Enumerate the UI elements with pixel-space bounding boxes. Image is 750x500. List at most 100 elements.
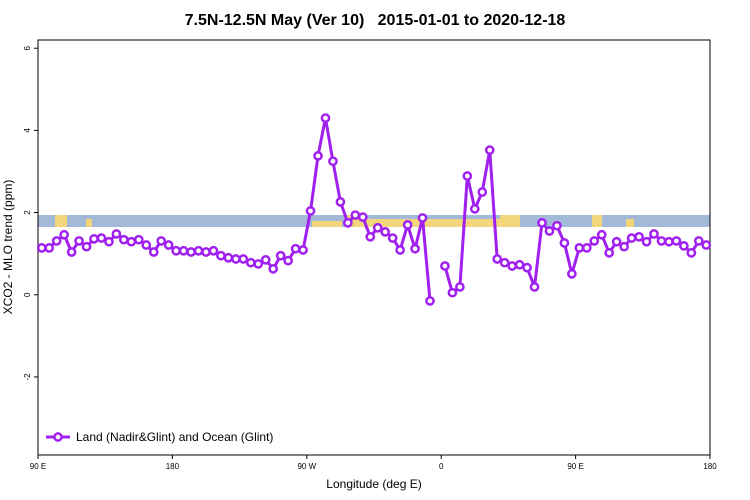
ocean-patch (360, 215, 500, 219)
data-point (245, 257, 256, 268)
data-point (36, 243, 47, 253)
data-point (671, 236, 682, 246)
data-point (380, 227, 391, 237)
data-point (119, 234, 129, 245)
y-axis-label: XCO2 - MLO trend (ppm) (1, 180, 15, 315)
data-point (611, 236, 622, 247)
data-point (589, 236, 600, 246)
data-point (104, 236, 114, 247)
data-point (231, 254, 241, 264)
data-point (305, 206, 316, 216)
data-point (507, 261, 517, 271)
data-point (574, 243, 585, 253)
data-point (365, 231, 376, 242)
y-tick-label: 4 (23, 128, 32, 133)
data-point (626, 233, 637, 243)
data-point (634, 231, 644, 242)
data-point (260, 254, 271, 265)
data-point (552, 220, 562, 231)
data-point (402, 220, 413, 230)
data-point (275, 250, 286, 261)
data-point (462, 171, 473, 181)
x-axis-label: Longitude (deg E) (326, 477, 421, 491)
land-patch (312, 221, 342, 227)
y-tick-label: -2 (23, 373, 32, 381)
land-patch (626, 219, 634, 227)
data-point (171, 245, 181, 256)
data-point (193, 245, 204, 256)
data-point (328, 156, 338, 167)
data-point (559, 238, 570, 248)
data-point (656, 236, 667, 246)
data-point (201, 247, 211, 257)
data-point (567, 268, 577, 279)
data-point (253, 259, 264, 269)
x-tick-label: 0 (439, 462, 444, 471)
data-point (596, 229, 607, 240)
data-point (693, 236, 704, 246)
data-point (604, 247, 615, 258)
data-point (350, 210, 361, 220)
data-point (59, 229, 69, 240)
data-point (44, 243, 55, 253)
data-point (649, 229, 659, 239)
data-point (343, 217, 353, 228)
data-point (89, 234, 99, 244)
data-point (372, 222, 383, 233)
data-point (290, 243, 301, 254)
data-point (96, 233, 107, 243)
land-patch (86, 219, 92, 227)
chart-title: 7.5N-12.5N May (Ver 10) 2015-01-01 to 20… (185, 12, 566, 29)
data-point (126, 236, 137, 247)
data-point (298, 245, 308, 255)
data-point (440, 261, 450, 271)
data-point (686, 247, 697, 258)
data-point (74, 236, 84, 246)
data-point (537, 217, 547, 228)
data-point (163, 240, 174, 250)
data-point (156, 236, 167, 246)
data-point (469, 204, 480, 214)
data-point (313, 151, 323, 161)
data-point (320, 113, 331, 123)
data-point (133, 234, 144, 245)
data-point (425, 296, 435, 306)
y-tick-label: 0 (23, 292, 32, 297)
y-tick-label: 6 (23, 45, 32, 50)
data-point (148, 247, 159, 257)
data-point (529, 282, 540, 292)
data-point (335, 197, 346, 207)
data-point (641, 236, 652, 247)
data-point (238, 254, 249, 264)
data-point (522, 262, 532, 273)
data-point (477, 187, 488, 197)
data-point (186, 247, 196, 257)
data-point (447, 287, 458, 298)
data-point (178, 245, 189, 256)
data-point (216, 250, 226, 261)
data-point (679, 241, 689, 251)
data-point (499, 257, 510, 268)
data-point (141, 240, 152, 250)
data-point (664, 236, 674, 247)
data-point (455, 282, 465, 292)
data-point (268, 264, 279, 274)
data-point (208, 245, 219, 256)
x-tick-label: 90 E (567, 462, 583, 471)
data-point (111, 229, 122, 239)
data-point (81, 241, 92, 252)
x-tick-label: 180 (166, 462, 180, 471)
data-point (395, 245, 405, 255)
data-point (619, 241, 629, 252)
data-point (417, 213, 428, 223)
data-point (410, 243, 420, 254)
land-patch (592, 215, 602, 227)
legend-label: Land (Nadir&Glint) and Ocean (Glint) (76, 430, 273, 444)
data-point (514, 259, 525, 270)
data-point (581, 243, 592, 253)
x-tick-label: 90 W (297, 462, 316, 471)
data-point (701, 240, 712, 250)
data-point (544, 226, 555, 236)
land-patch (55, 215, 67, 227)
